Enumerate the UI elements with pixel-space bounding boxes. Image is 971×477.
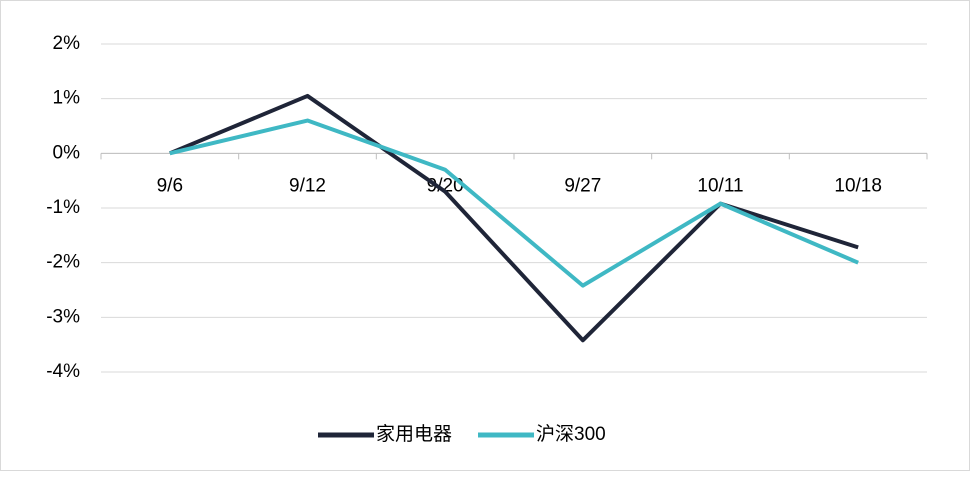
x-tick-label: 10/18 [834, 175, 882, 196]
x-tick-label: 9/27 [564, 175, 601, 196]
y-tick-label: -2% [46, 252, 80, 273]
line-series [169, 118, 859, 288]
legend-label: 家用电器 [376, 423, 452, 445]
y-tick-label: -4% [46, 361, 80, 382]
legend-label: 沪深300 [536, 423, 606, 445]
x-tick-label: 9/20 [427, 175, 464, 196]
y-tick-label: 1% [53, 88, 81, 109]
x-tick-label: 9/12 [289, 175, 326, 196]
y-tick-label: 0% [53, 142, 81, 163]
x-tick-label: 9/6 [157, 175, 183, 196]
x-tick-label: 10/11 [697, 175, 743, 196]
line-series [169, 93, 859, 343]
y-tick-label: 2% [53, 33, 81, 54]
y-tick-label: -1% [46, 197, 80, 218]
y-tick-label: -3% [46, 306, 80, 327]
